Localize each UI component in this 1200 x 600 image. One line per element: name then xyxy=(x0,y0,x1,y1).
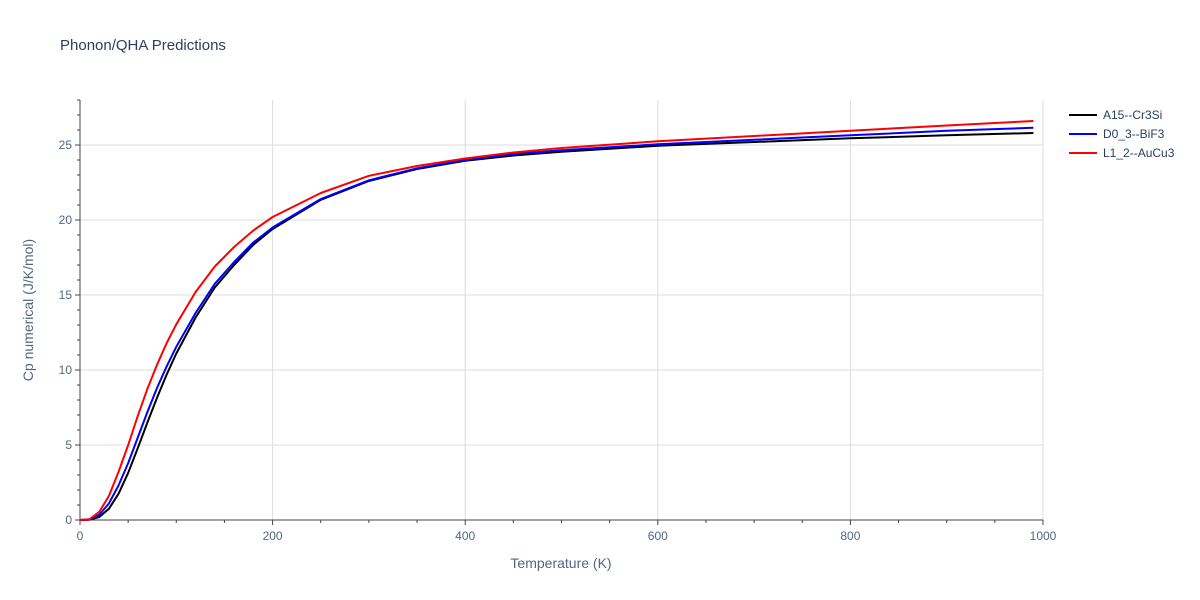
legend-item[interactable]: A15--Cr3Si xyxy=(1069,108,1162,122)
y-tick-label: 5 xyxy=(65,438,72,452)
legend-item[interactable]: D0_3--BiF3 xyxy=(1069,127,1165,141)
x-tick-label: 200 xyxy=(263,529,283,543)
y-tick-label: 15 xyxy=(59,288,73,302)
y-axis-title: Cp numerical (J/K/mol) xyxy=(20,239,36,381)
legend[interactable]: A15--Cr3Si D0_3--BiF3 L1_2--AuCu3 xyxy=(1069,108,1175,160)
y-tick-label: 10 xyxy=(59,363,73,377)
y-tick-label: 0 xyxy=(65,513,72,527)
legend-label: L1_2--AuCu3 xyxy=(1103,146,1175,160)
series-line xyxy=(79,132,1034,521)
legend-label: D0_3--BiF3 xyxy=(1103,127,1165,141)
x-axis-title: Temperature (K) xyxy=(510,555,611,571)
series-line xyxy=(79,120,1034,521)
x-tick-label: 0 xyxy=(77,529,84,543)
legend-label: A15--Cr3Si xyxy=(1103,108,1162,122)
x-tick-label: 400 xyxy=(455,529,475,543)
axes: 0 200 400 600 800 1000 0 5 10 15 20 25 xyxy=(59,99,1057,543)
x-tick-label: 1000 xyxy=(1030,529,1057,543)
series-lines xyxy=(79,120,1034,521)
series-line xyxy=(79,126,1034,521)
y-tick-label: 25 xyxy=(59,138,73,152)
legend-item[interactable]: L1_2--AuCu3 xyxy=(1069,146,1175,160)
chart-title: Phonon/QHA Predictions xyxy=(60,37,226,54)
y-tick-label: 20 xyxy=(59,213,73,227)
grid xyxy=(80,100,1044,520)
x-tick-label: 600 xyxy=(648,529,668,543)
x-tick-label: 800 xyxy=(840,529,860,543)
